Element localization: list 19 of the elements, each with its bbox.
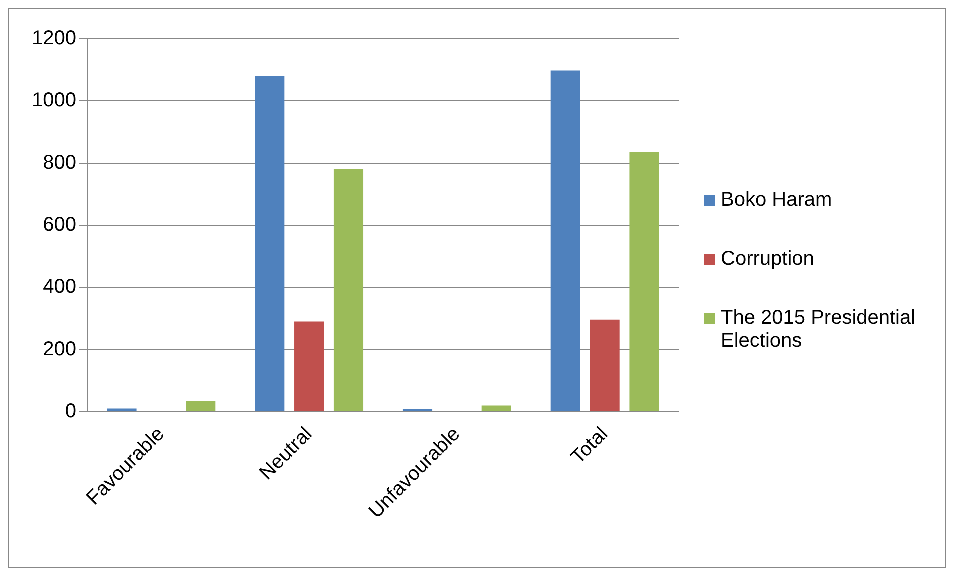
bar [255, 76, 285, 412]
y-tick-label: 1000 [32, 90, 76, 112]
legend-label: The 2015 Presidential Elections [721, 307, 917, 353]
bar [107, 408, 137, 412]
bar [186, 401, 216, 412]
y-tick-label: 600 [43, 214, 76, 236]
bar [294, 322, 324, 412]
y-tick-label: 0 [65, 400, 76, 422]
bar [630, 152, 660, 412]
y-tick-label: 800 [43, 152, 76, 174]
bar [590, 320, 620, 412]
y-tick-label: 1200 [32, 28, 76, 50]
bar [550, 70, 580, 412]
legend-label: Boko Haram [721, 189, 832, 212]
y-tick-label: 400 [43, 276, 76, 298]
bar [482, 406, 512, 412]
y-tick-label: 200 [43, 338, 76, 360]
legend-label: Corruption [721, 248, 814, 271]
bar [334, 170, 364, 412]
